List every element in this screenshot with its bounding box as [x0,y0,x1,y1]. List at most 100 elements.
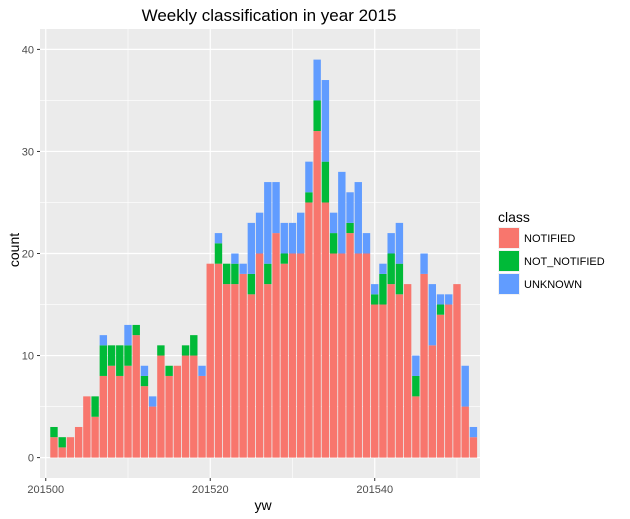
bar-not-notified [116,345,124,376]
bar-notified [362,253,371,458]
bar-unknown [354,182,362,254]
bar-unknown [362,233,371,254]
bar-notified [428,345,436,458]
bar-unknown [371,284,379,295]
bar-not-notified [58,437,66,448]
bar-notified [387,284,395,458]
bar-notified [346,233,354,458]
bar-unknown [124,324,132,346]
bar-unknown [148,396,157,407]
bar-notified [222,284,231,458]
bar-notified [157,355,165,458]
bar-notified [264,284,272,458]
bar-not-notified [165,365,173,376]
bar-notified [181,355,190,458]
bar-notified [231,284,239,458]
bar-notified [83,396,91,458]
x-tick-label: 201500 [27,484,64,496]
bar-notified [379,304,387,458]
bar-notified [116,375,124,458]
bar-notified [280,263,288,458]
bar-notified [354,253,362,458]
bar-notified [214,263,223,458]
bar-notified [288,253,297,458]
legend-swatch [499,274,519,294]
bar-not-notified [50,426,58,438]
bar-not-notified [247,273,256,295]
bar-notified [403,284,412,458]
bar-notified [58,447,66,458]
bar-notified [173,365,182,458]
x-axis: 201500 201520 201540 [27,478,393,496]
bar-not-notified [280,253,288,264]
bar-unknown [272,182,280,234]
bar-notified [140,386,149,458]
bar-unknown [140,365,149,376]
bar-unknown [329,212,338,234]
bar-unknown [198,365,206,376]
bar-not-notified [99,345,108,376]
bar-not-notified [140,375,149,387]
bar-notified [206,263,214,458]
bar-notified [124,365,132,458]
bar-notified [74,426,83,458]
bar-unknown [379,263,387,274]
bar-notified [50,437,58,458]
bar-not-notified [91,396,99,417]
bar-not-notified [395,263,404,295]
bar-unknown [346,192,354,223]
bar-not-notified [107,345,116,366]
legend-swatch [499,251,519,271]
bar-notified [420,273,428,458]
bar-notified [412,396,420,458]
bar-notified [165,375,173,458]
bar-notified [132,335,140,458]
bar-not-notified [371,294,379,305]
legend-label: NOT_NOTIFIED [524,256,605,268]
legend-label: NOTIFIED [524,233,575,245]
bar-notified [107,365,116,458]
legend-title: class [498,209,530,225]
bar-notified [436,314,445,458]
x-tick-label: 201540 [356,484,393,496]
bar-unknown [412,355,420,376]
bar-unknown [99,335,108,346]
bar-unknown [313,59,321,101]
x-tick-label: 201520 [192,484,229,496]
bar-not-notified [222,263,231,285]
bar-unknown [280,222,288,254]
bar-unknown [469,426,478,438]
bar-not-notified [387,253,395,285]
bar-notified [255,253,264,458]
bar-not-notified [305,192,313,203]
bar-notified [198,375,206,458]
legend-label: UNKNOWN [524,279,582,291]
bar-notified [247,294,256,458]
y-axis-title: count [6,233,22,267]
bar-unknown [445,294,453,305]
bar-not-notified [379,273,387,305]
bar-not-notified [132,324,140,336]
bar-not-notified [346,222,354,234]
bar-notified [461,406,469,458]
y-tick-label: 30 [22,146,34,158]
bar-unknown [297,212,305,254]
bar-notified [469,437,478,458]
bar-unknown [239,263,247,274]
bar-unknown [214,233,223,244]
bar-not-notified [214,243,223,264]
bar-unknown [255,212,264,254]
bar-notified [148,406,157,458]
bar-notified [313,131,321,458]
y-axis: 0 10 20 30 40 [22,44,40,465]
bar-unknown [338,171,346,254]
bar-notified [329,253,338,458]
bar-notified [239,273,247,458]
bar-notified [272,233,280,458]
bar-notified [190,355,198,458]
y-tick-label: 10 [22,351,34,363]
bar-not-notified [190,335,198,356]
bars [50,59,478,458]
bar-not-notified [313,100,321,132]
